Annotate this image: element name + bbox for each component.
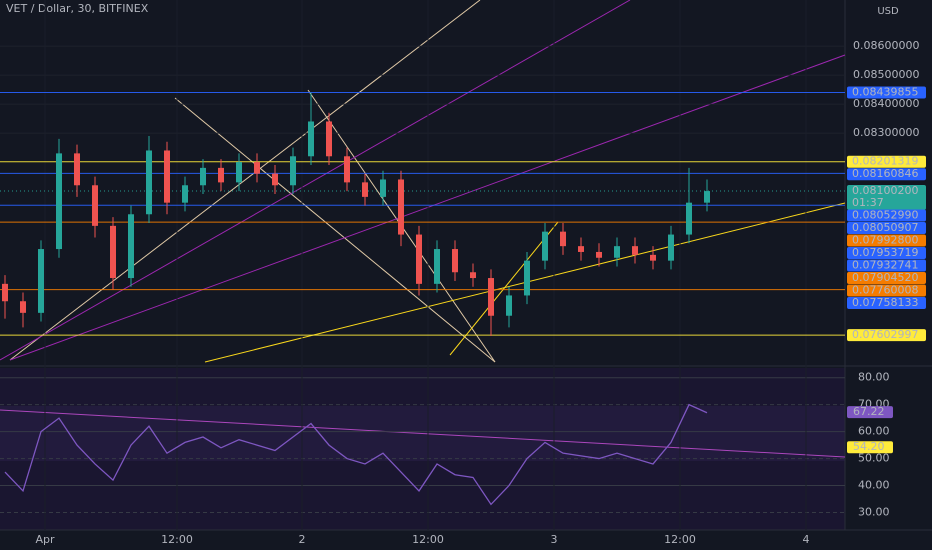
time-label: 2 [299, 533, 306, 546]
price-tag [847, 247, 926, 260]
time-label: 12:00 [161, 533, 193, 546]
time-label: Apr [35, 533, 55, 546]
price-tick-label: 0.08300000 [853, 126, 919, 139]
candle-body [38, 249, 44, 313]
rsi-tick-label: 40.00 [858, 479, 890, 492]
rsi-line [4, 403, 708, 506]
candle-body [218, 167, 224, 183]
price-tag [847, 297, 926, 310]
candle-body [560, 231, 566, 247]
candle-body [344, 156, 350, 183]
price-tag-label: 0.08052990 [852, 209, 918, 222]
price-tag [847, 209, 926, 222]
candle-body [308, 121, 314, 157]
candle-body [524, 260, 530, 296]
price-tag [847, 168, 926, 181]
candle-body [506, 295, 512, 316]
rsi-tag [847, 441, 893, 454]
rsi-tick-label: 30.00 [858, 505, 890, 518]
candle-body [452, 249, 458, 273]
price-tag-label: 0.07904520 [852, 271, 918, 284]
candle-body [542, 231, 548, 261]
trend-line [0, 0, 631, 361]
price-tag-label: 0.08160846 [852, 167, 918, 180]
candle-body [254, 162, 260, 174]
candle-body [578, 246, 584, 252]
candle-body [398, 179, 404, 235]
currency: USD [877, 6, 899, 17]
trend-line [174, 97, 496, 363]
candle-body [2, 283, 8, 302]
rsi-tick-label: 50.00 [858, 452, 890, 465]
candle-body [128, 214, 134, 279]
candle-body [704, 191, 710, 203]
price-tag-label: 0.07758133 [852, 296, 918, 309]
price-tag-label: 0.08439855 [852, 86, 918, 99]
candle-body [434, 249, 440, 284]
time-label: 12:00 [664, 533, 696, 546]
candle-body [326, 121, 332, 157]
price-tag-label: 0.07992800 [852, 234, 918, 247]
candle-body [362, 182, 368, 197]
price-tag-label: 0.08100200 [852, 184, 918, 197]
candle-body [146, 150, 152, 215]
price-tag [847, 86, 926, 99]
time-label: 4 [803, 533, 810, 546]
candle-body [596, 251, 602, 258]
rsi-tick-label: 60.00 [858, 425, 890, 438]
candle-body [182, 185, 188, 203]
trend-line [9, 0, 481, 361]
candle-body [56, 153, 62, 250]
candle-body [92, 185, 98, 226]
candle-body [20, 301, 26, 313]
price-tick-label: 0.08400000 [853, 97, 919, 110]
symbol-title: VET / Dollar, 30, BITFINEX [6, 2, 149, 15]
rsi-tag-label: 54.20 [853, 440, 885, 453]
price-tag-label: 0.08201319 [852, 155, 918, 168]
price-tag [847, 284, 926, 297]
candle-body [650, 254, 656, 261]
price-tag [847, 272, 926, 285]
price-tag [847, 222, 926, 235]
price-tag-label: 0.07602997 [852, 328, 918, 341]
rsi-tick-label: 80.00 [858, 371, 890, 384]
time-label: 12:00 [412, 533, 444, 546]
price-tag [847, 185, 926, 211]
price-tag [847, 259, 926, 272]
price-tag [847, 155, 926, 168]
trend-line [449, 221, 559, 356]
rsi-trend-line [0, 409, 846, 458]
rsi-tag-label: 67.22 [853, 405, 885, 418]
price-tag [847, 234, 926, 247]
candle-body [470, 272, 476, 279]
candle-body [614, 246, 620, 258]
price-tag-label: 0.08050907 [852, 221, 918, 234]
candle-body [272, 173, 278, 186]
price-tag-label: 0.07932741 [852, 259, 918, 272]
candle-body [686, 202, 692, 235]
rsi-tag [847, 406, 893, 419]
countdown: 01:37 [852, 196, 884, 209]
price-tick-label: 0.08600000 [853, 39, 919, 52]
candle-body [290, 156, 296, 186]
candle-body [110, 225, 116, 279]
candle-body [416, 234, 422, 284]
price-tag-label: 0.07760008 [852, 284, 918, 297]
candle-body [164, 150, 170, 203]
candle-body [668, 234, 674, 261]
price-tag [847, 329, 926, 342]
candle-body [236, 162, 242, 183]
time-label: 3 [551, 533, 558, 546]
price-tick-label: 0.08500000 [853, 68, 919, 81]
candle-body [380, 179, 386, 197]
candle-body [74, 153, 80, 186]
candle-body [632, 246, 638, 255]
price-tag-label: 0.07953719 [852, 246, 918, 259]
candle-body [488, 278, 494, 316]
candle-body [200, 167, 206, 186]
